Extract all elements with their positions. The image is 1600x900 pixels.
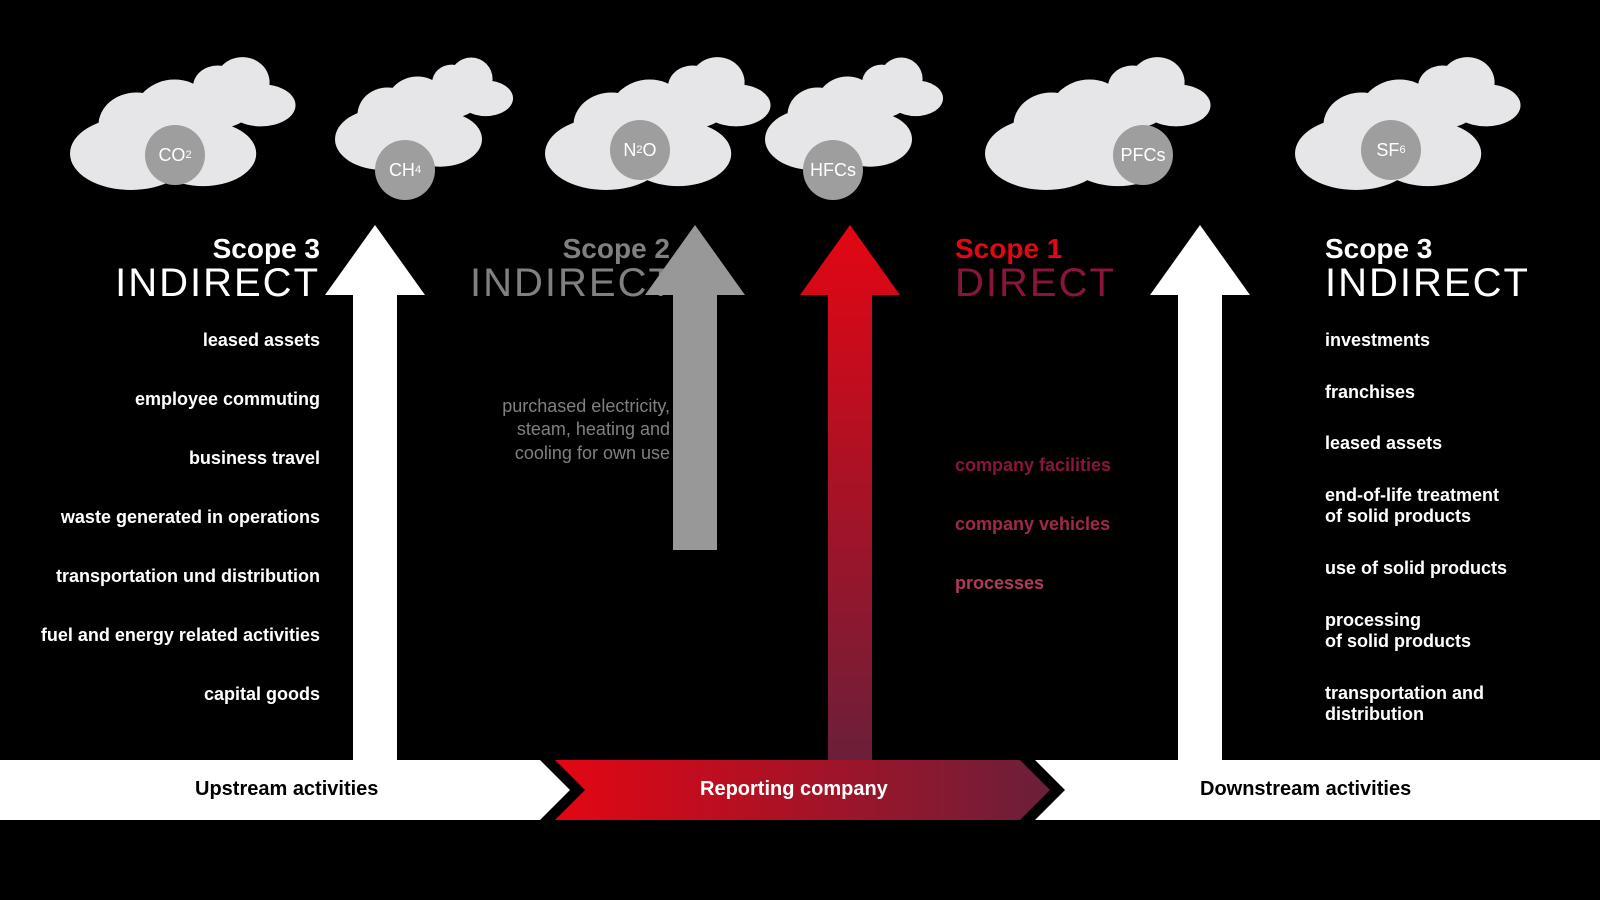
scope1-item: company vehicles [955, 514, 1175, 535]
scope1-title: Scope 1 [955, 235, 1155, 263]
scope3-left-item: business travel [189, 448, 320, 469]
gas-label-4: PFCs [1113, 125, 1173, 185]
cloud-group-4: PFCs [985, 60, 1232, 208]
gas-label-2: N2O [610, 120, 670, 180]
scope1-item: processes [955, 573, 1175, 594]
scope2-description: purchased electricity,steam, heating and… [460, 395, 670, 465]
scope3-right-header: Scope 3 INDIRECT [1325, 235, 1585, 303]
scope-arrow-1 [645, 225, 745, 550]
gases-clouds-row: CO2 CH4 N2O [0, 50, 1600, 210]
scope2-header: Scope 2 INDIRECT [470, 235, 670, 303]
scope3-left-item: waste generated in operations [61, 507, 320, 528]
scope3-left-header: Scope 3 INDIRECT [100, 235, 320, 303]
cloud-group-5: SF6 [1295, 60, 1542, 208]
scope1-sub: DIRECT [955, 263, 1155, 303]
scope3-right-item: processingof solid products [1325, 610, 1471, 653]
gas-label-1: CH4 [375, 140, 435, 200]
scope3-left-item: capital goods [204, 684, 320, 705]
scope3-right-title: Scope 3 [1325, 235, 1585, 263]
bottom-flow-band: Upstream activities Reporting company Do… [0, 760, 1600, 820]
scope3-left-item: fuel and energy related activities [41, 625, 320, 646]
scope3-left-item: transportation und distribution [56, 566, 320, 587]
scope3-right-item: leased assets [1325, 433, 1442, 455]
scope3-right-item: franchises [1325, 382, 1415, 404]
cloud-group-2: N2O [545, 60, 792, 208]
scope3-right-item: investments [1325, 330, 1430, 352]
scope2-sub: INDIRECT [470, 263, 670, 303]
scope3-right-item: transportation and distribution [1325, 683, 1585, 726]
scope1-items: company facilities company vehicles proces… [955, 455, 1175, 594]
cloud-group-3: HFCs [765, 60, 960, 186]
gas-label-0: CO2 [145, 125, 205, 185]
scope3-left-title: Scope 3 [100, 235, 320, 263]
downstream-label: Downstream activities [1200, 778, 1411, 801]
cloud-group-1: CH4 [335, 60, 530, 186]
scope3-right-item: use of solid products [1325, 558, 1507, 580]
gas-label-5: SF6 [1361, 120, 1421, 180]
scope3-left-item: employee commuting [135, 389, 320, 410]
scope3-left-item: leased assets [203, 330, 320, 351]
scope2-title: Scope 2 [470, 235, 670, 263]
scope-arrow-0 [325, 225, 425, 765]
scope3-right-items: investments franchises leased assets end-of… [1325, 330, 1585, 726]
scope3-left-items: leased assets employee commuting business … [30, 330, 320, 705]
gas-label-3: HFCs [803, 140, 863, 200]
cloud-group-0: CO2 [70, 60, 317, 208]
scope3-left-sub: INDIRECT [100, 263, 320, 303]
scope3-right-sub: INDIRECT [1325, 263, 1585, 303]
scope1-item: company facilities [955, 455, 1175, 476]
upstream-label: Upstream activities [195, 778, 378, 801]
scope3-right-item: end-of-life treatmentof solid products [1325, 485, 1499, 528]
scope1-header: Scope 1 DIRECT [955, 235, 1155, 303]
reporting-label: Reporting company [700, 778, 888, 801]
scope-arrow-2 [800, 225, 900, 765]
